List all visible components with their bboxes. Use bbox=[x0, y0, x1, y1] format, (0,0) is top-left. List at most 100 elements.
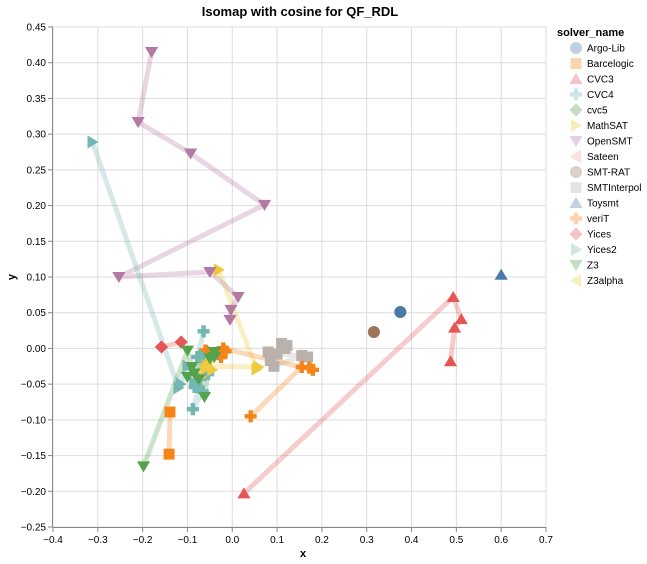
data-point-opensmt bbox=[112, 272, 126, 284]
y-tick-label: −0.25 bbox=[21, 523, 47, 534]
data-point-opensmt bbox=[257, 199, 272, 211]
legend-symbol bbox=[570, 58, 582, 69]
data-point-cvc3 bbox=[446, 290, 460, 302]
legend-label: veriT bbox=[587, 214, 609, 225]
legend-label: Yices bbox=[587, 230, 611, 241]
data-point-z3 bbox=[197, 392, 212, 404]
legend-label: Toysmt bbox=[587, 199, 619, 210]
data-point-yices2 bbox=[175, 377, 187, 391]
legend-item-verit: veriT bbox=[569, 212, 609, 225]
x-tick-label: 0.7 bbox=[539, 535, 553, 546]
data-point-yices2 bbox=[198, 348, 210, 363]
legend-symbol bbox=[569, 227, 583, 241]
legend-item-opensmt: OpenSMT bbox=[569, 136, 633, 148]
grid bbox=[52, 26, 547, 528]
legend-item-smt-rat: SMT-RAT bbox=[569, 165, 630, 179]
legend-symbol bbox=[569, 260, 583, 272]
data-point-yices2 bbox=[87, 135, 99, 149]
legend-symbol bbox=[571, 118, 583, 133]
data-point-opensmt bbox=[203, 267, 217, 279]
data-point-argo-lib bbox=[394, 305, 407, 319]
x-tick-label: −0.2 bbox=[133, 535, 153, 546]
data-point-smt-rat bbox=[367, 325, 380, 339]
y-tick-label: 0.30 bbox=[27, 130, 47, 141]
legend-item-smtinterpol: SMTInterpol bbox=[570, 182, 641, 194]
data-point-cvc4 bbox=[188, 380, 201, 394]
y-tick-label: 0.45 bbox=[27, 23, 47, 34]
x-tick-label: −0.4 bbox=[43, 535, 63, 546]
legend-symbol bbox=[569, 165, 583, 179]
legend-item-argo-lib: Argo-Lib bbox=[569, 41, 625, 55]
series-path-cvc3 bbox=[241, 294, 464, 496]
y-axis-title: y bbox=[6, 273, 18, 280]
data-point-verit bbox=[199, 344, 212, 357]
data-point-barcelogic bbox=[163, 448, 175, 460]
legend-item-yices2: Yices2 bbox=[571, 242, 617, 257]
y-tick-label: 0.35 bbox=[27, 94, 47, 105]
legend-item-z3: Z3 bbox=[569, 260, 599, 272]
data-point-smtinterpol bbox=[268, 360, 280, 372]
x-tick-label: 0.4 bbox=[405, 535, 419, 546]
y-tick-label: 0.15 bbox=[27, 237, 47, 248]
legend-label: Argo-Lib bbox=[587, 44, 625, 55]
data-point-yices bbox=[154, 340, 169, 354]
y-tick-label: −0.10 bbox=[21, 415, 47, 426]
legend-item-yices: Yices bbox=[569, 227, 611, 241]
legend-item-barcelogic: Barcelogic bbox=[570, 58, 634, 70]
x-tick-label: 0.1 bbox=[270, 535, 284, 546]
legend-label: SMTInterpol bbox=[587, 183, 641, 194]
data-point-toysmt bbox=[494, 268, 508, 280]
legend-label: cvc5 bbox=[587, 106, 608, 117]
data-point-mathsat bbox=[213, 263, 225, 277]
data-point-mathsat bbox=[207, 363, 219, 377]
x-tick-label: 0.0 bbox=[225, 535, 239, 546]
legend-label: CVC3 bbox=[587, 75, 614, 86]
data-point-opensmt bbox=[224, 304, 238, 316]
data-point-mathsat bbox=[200, 361, 212, 376]
legend-item-sateen: Sateen bbox=[569, 149, 619, 164]
data-point-cvc3 bbox=[237, 487, 251, 499]
series-points bbox=[87, 47, 508, 499]
legend-label: Z3alpha bbox=[587, 276, 624, 287]
axes: −0.4 −0.3 −0.2 −0.1 0.0 0.1 0.2 0.3 0.4 0.5 0.6 0.7… bbox=[21, 23, 554, 547]
data-point-verit bbox=[244, 410, 257, 423]
data-point-z3 bbox=[207, 347, 221, 359]
legend-symbol bbox=[569, 41, 583, 55]
legend-title: solver_name bbox=[557, 27, 624, 39]
x-tick-label: 0.2 bbox=[315, 535, 329, 546]
x-tick-label: 0.3 bbox=[360, 535, 374, 546]
data-point-barcelogic bbox=[164, 406, 176, 418]
y-tick-label: −0.15 bbox=[21, 451, 47, 462]
series-path-barcelogic bbox=[166, 409, 173, 457]
data-point-smtinterpol bbox=[264, 355, 276, 367]
data-point-smtinterpol bbox=[279, 342, 291, 354]
data-point-opensmt bbox=[131, 117, 145, 129]
data-point-verit bbox=[212, 345, 225, 359]
data-point-mathsat bbox=[253, 360, 265, 374]
data-point-cvc3 bbox=[454, 313, 468, 325]
x-tick-label: −0.3 bbox=[88, 535, 108, 546]
chart-title: Isomap with cosine for QF_RDL bbox=[202, 4, 399, 19]
legend-label: Z3 bbox=[587, 261, 599, 272]
data-point-yices2 bbox=[189, 376, 201, 390]
x-axis-title: x bbox=[300, 548, 307, 560]
data-point-opensmt bbox=[183, 148, 198, 160]
legend-label: Yices2 bbox=[587, 245, 617, 256]
y-tick-label: 0.10 bbox=[27, 273, 47, 284]
data-point-z3 bbox=[180, 345, 195, 357]
legend-label: CVC4 bbox=[587, 90, 614, 101]
y-tick-label: −0.20 bbox=[21, 487, 47, 498]
data-point-verit bbox=[215, 350, 228, 364]
y-tick-label: 0.40 bbox=[27, 58, 47, 69]
legend-symbol bbox=[569, 72, 583, 84]
data-point-opensmt bbox=[145, 47, 159, 59]
y-tick-label: 0.00 bbox=[27, 344, 47, 355]
data-point-smtinterpol bbox=[271, 348, 283, 360]
data-point-z3 bbox=[185, 362, 199, 374]
y-tick-label: 0.25 bbox=[27, 165, 47, 176]
data-point-yices bbox=[174, 335, 188, 349]
data-point-verit bbox=[219, 345, 232, 358]
legend-label: SMT-RAT bbox=[587, 168, 630, 179]
legend-symbol bbox=[569, 196, 583, 208]
data-point-cvc4 bbox=[197, 325, 210, 338]
